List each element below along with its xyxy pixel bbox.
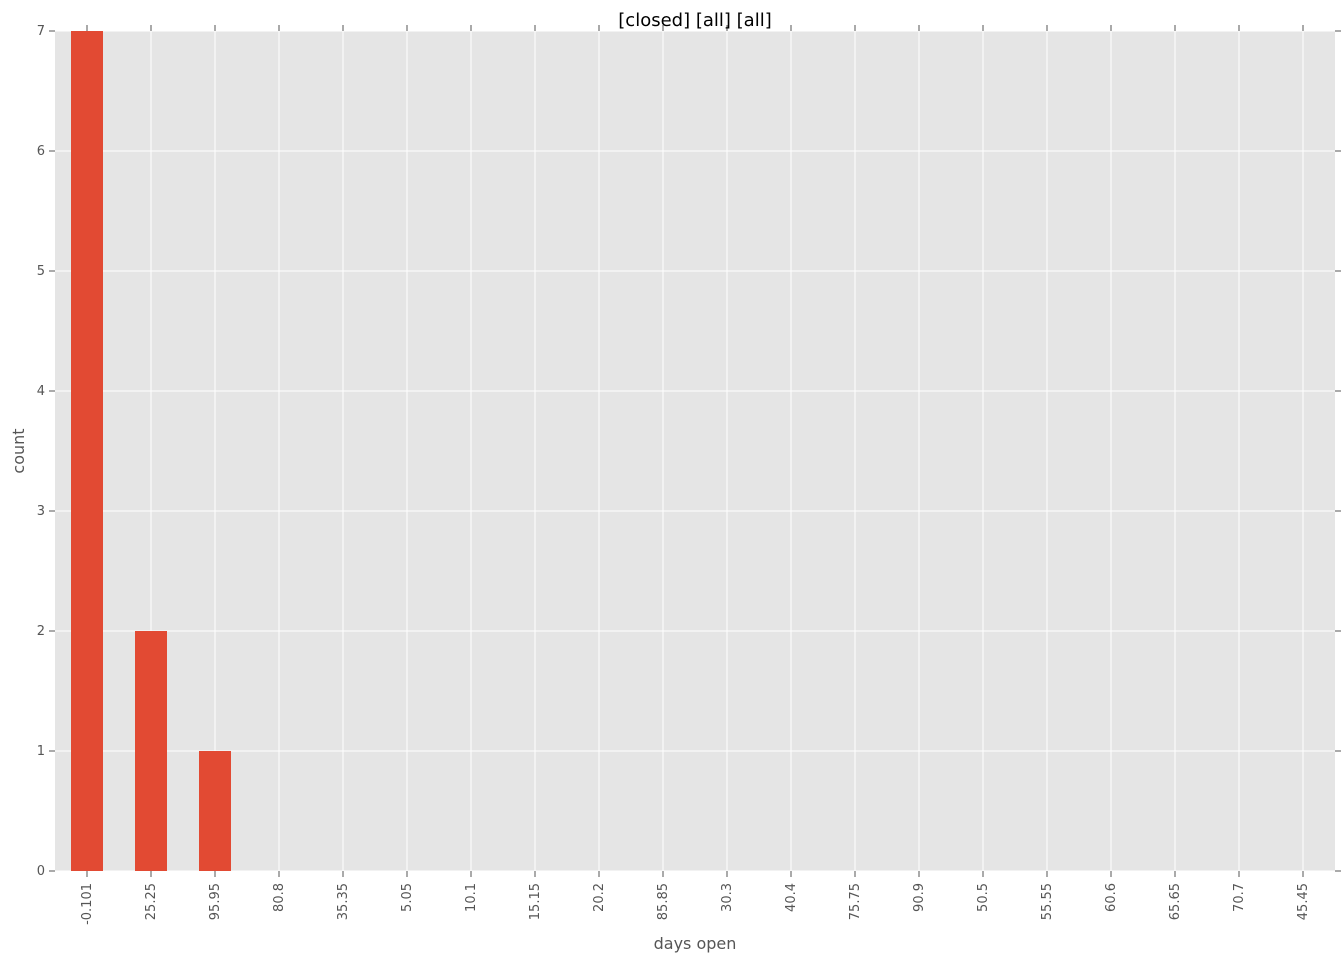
x-axis-label: days open bbox=[654, 934, 737, 953]
x-tick-label: 20.2 bbox=[592, 883, 607, 912]
y-tick-label: 3 bbox=[37, 504, 45, 519]
plot-area bbox=[55, 31, 1335, 871]
y-tick-label: 1 bbox=[37, 744, 45, 759]
x-axis-ticks: -0.101 25.25 95.95 80.8 35.35 5.05 10.1 15.15 20… bbox=[80, 25, 1311, 925]
x-tick-label: 55.55 bbox=[1040, 883, 1055, 920]
y-tick-label: 5 bbox=[37, 264, 45, 279]
x-tick-label: 70.7 bbox=[1232, 883, 1247, 912]
y-tick-label: 0 bbox=[37, 864, 45, 879]
x-tick-label: 95.95 bbox=[208, 883, 223, 920]
x-tick-label: 60.6 bbox=[1104, 883, 1119, 912]
x-tick-label: -0.101 bbox=[80, 883, 95, 925]
x-tick-label: 10.1 bbox=[464, 883, 479, 912]
y-axis-ticks: 0 1 2 3 4 5 6 7 bbox=[37, 24, 1341, 879]
x-tick-label: 25.25 bbox=[144, 883, 159, 920]
x-tick-label: 90.9 bbox=[912, 883, 927, 912]
y-tick-label: 6 bbox=[37, 144, 45, 159]
x-tick-label: 35.35 bbox=[336, 883, 351, 920]
y-tick-label: 7 bbox=[37, 24, 45, 39]
chart-title: [closed] [all] [all] bbox=[618, 10, 771, 31]
y-tick-label: 4 bbox=[37, 384, 45, 399]
x-tick-label: 65.65 bbox=[1168, 883, 1183, 920]
x-tick-label: 50.5 bbox=[976, 883, 991, 912]
bar bbox=[199, 751, 231, 871]
bar bbox=[135, 631, 167, 871]
x-tick-label: 15.15 bbox=[528, 883, 543, 920]
y-axis-label: count bbox=[9, 428, 28, 473]
x-tick-label: 30.3 bbox=[720, 883, 735, 912]
x-tick-label: 75.75 bbox=[848, 883, 863, 920]
y-tick-label: 2 bbox=[37, 624, 45, 639]
x-tick-label: 5.05 bbox=[400, 883, 415, 912]
bar bbox=[71, 31, 103, 871]
x-tick-label: 80.8 bbox=[272, 883, 287, 912]
x-tick-label: 45.45 bbox=[1296, 883, 1311, 920]
x-tick-label: 85.85 bbox=[656, 883, 671, 920]
grid-lines bbox=[55, 30, 1335, 872]
x-tick-label: 40.4 bbox=[784, 883, 799, 912]
bars bbox=[71, 31, 231, 871]
